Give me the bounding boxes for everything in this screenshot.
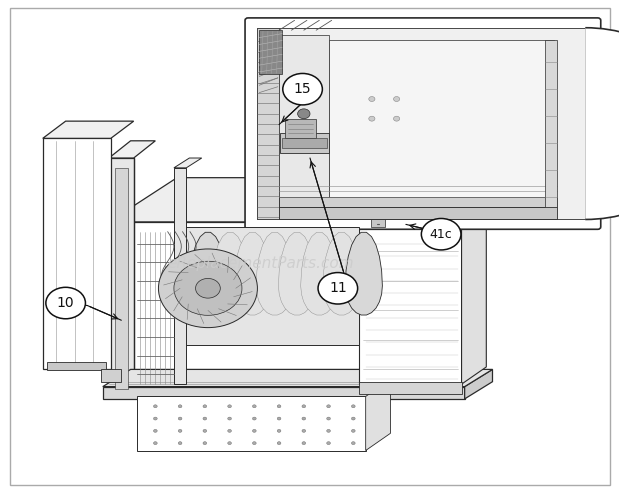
- Circle shape: [178, 417, 182, 420]
- Polygon shape: [279, 207, 557, 219]
- Circle shape: [352, 405, 355, 408]
- Polygon shape: [360, 205, 486, 222]
- Circle shape: [252, 405, 256, 408]
- Polygon shape: [115, 168, 128, 389]
- Polygon shape: [279, 197, 557, 207]
- Circle shape: [228, 405, 231, 408]
- Circle shape: [327, 429, 330, 432]
- Circle shape: [302, 405, 306, 408]
- Polygon shape: [174, 158, 202, 168]
- Polygon shape: [137, 396, 366, 451]
- FancyBboxPatch shape: [245, 18, 601, 229]
- Circle shape: [369, 116, 375, 121]
- Text: 41c: 41c: [430, 228, 453, 241]
- Polygon shape: [345, 232, 383, 315]
- Polygon shape: [545, 40, 557, 207]
- Polygon shape: [301, 232, 338, 315]
- Circle shape: [154, 405, 157, 408]
- Circle shape: [302, 429, 306, 432]
- Polygon shape: [257, 28, 279, 219]
- Circle shape: [178, 442, 182, 445]
- Polygon shape: [47, 362, 106, 370]
- Circle shape: [302, 417, 306, 420]
- Polygon shape: [369, 141, 422, 158]
- Text: 11: 11: [329, 282, 347, 295]
- Wedge shape: [585, 28, 620, 219]
- Polygon shape: [174, 227, 360, 345]
- Polygon shape: [366, 379, 391, 451]
- Circle shape: [203, 405, 206, 408]
- Polygon shape: [360, 222, 461, 384]
- Circle shape: [277, 442, 281, 445]
- Polygon shape: [259, 30, 282, 74]
- Circle shape: [298, 109, 310, 119]
- Circle shape: [327, 417, 330, 420]
- Circle shape: [369, 97, 375, 102]
- Polygon shape: [360, 382, 461, 394]
- Polygon shape: [323, 232, 360, 315]
- Circle shape: [422, 218, 461, 250]
- Text: eReplacementParts.com: eReplacementParts.com: [167, 256, 354, 271]
- Polygon shape: [278, 232, 316, 315]
- Circle shape: [327, 405, 330, 408]
- Polygon shape: [256, 232, 293, 315]
- Circle shape: [228, 417, 231, 420]
- Text: 15: 15: [294, 82, 311, 96]
- Polygon shape: [109, 158, 134, 394]
- Circle shape: [228, 429, 231, 432]
- Polygon shape: [279, 35, 329, 207]
- Circle shape: [394, 116, 400, 121]
- Circle shape: [252, 442, 256, 445]
- Circle shape: [352, 417, 355, 420]
- Polygon shape: [257, 28, 585, 219]
- Polygon shape: [280, 134, 329, 153]
- Circle shape: [277, 405, 281, 408]
- Polygon shape: [285, 119, 316, 139]
- Circle shape: [159, 249, 257, 328]
- Circle shape: [154, 417, 157, 420]
- Circle shape: [318, 273, 358, 304]
- Circle shape: [154, 429, 157, 432]
- Polygon shape: [282, 139, 327, 148]
- Circle shape: [154, 442, 157, 445]
- Polygon shape: [101, 369, 122, 382]
- Polygon shape: [103, 369, 492, 387]
- Polygon shape: [234, 232, 271, 315]
- Circle shape: [228, 442, 231, 445]
- Polygon shape: [329, 40, 554, 207]
- Polygon shape: [109, 141, 156, 158]
- Circle shape: [252, 429, 256, 432]
- Circle shape: [277, 429, 281, 432]
- Polygon shape: [174, 168, 186, 384]
- Polygon shape: [43, 121, 134, 139]
- Circle shape: [203, 417, 206, 420]
- Circle shape: [302, 442, 306, 445]
- Polygon shape: [109, 177, 464, 222]
- Circle shape: [46, 287, 86, 319]
- Polygon shape: [211, 232, 249, 315]
- Polygon shape: [43, 139, 111, 369]
- Polygon shape: [103, 387, 464, 399]
- Polygon shape: [461, 205, 486, 384]
- Circle shape: [178, 405, 182, 408]
- Circle shape: [203, 442, 206, 445]
- Circle shape: [252, 417, 256, 420]
- Polygon shape: [369, 158, 397, 394]
- Polygon shape: [464, 369, 492, 399]
- Circle shape: [203, 429, 206, 432]
- Polygon shape: [189, 232, 226, 315]
- Circle shape: [394, 97, 400, 102]
- Polygon shape: [109, 222, 397, 394]
- Circle shape: [352, 442, 355, 445]
- Circle shape: [283, 73, 322, 105]
- Text: 10: 10: [57, 296, 74, 310]
- Circle shape: [195, 279, 220, 298]
- Circle shape: [174, 261, 242, 316]
- Polygon shape: [397, 177, 464, 394]
- Circle shape: [178, 429, 182, 432]
- Circle shape: [327, 442, 330, 445]
- Circle shape: [277, 417, 281, 420]
- Polygon shape: [371, 219, 386, 227]
- Circle shape: [352, 429, 355, 432]
